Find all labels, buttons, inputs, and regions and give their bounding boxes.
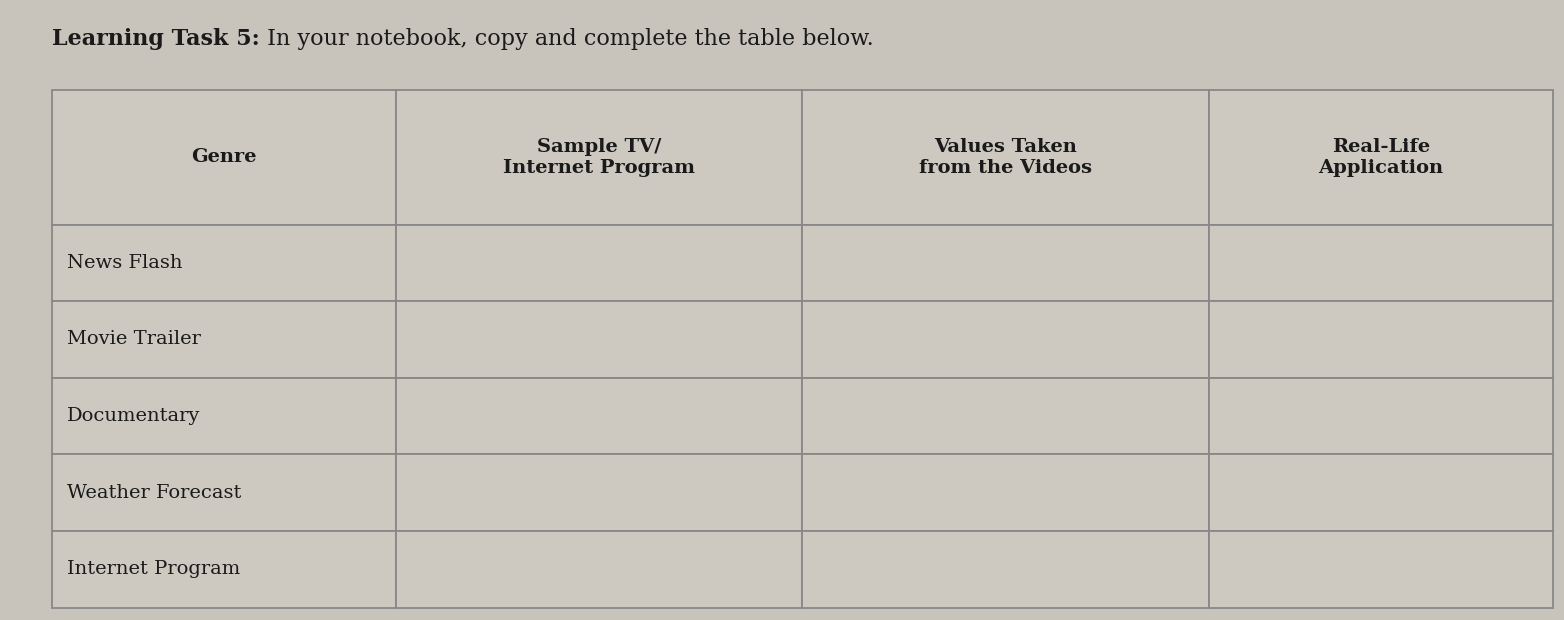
Text: Genre: Genre (191, 148, 256, 166)
Text: In your notebook, copy and complete the table below.: In your notebook, copy and complete the … (260, 28, 873, 50)
Text: Internet Program: Internet Program (67, 560, 241, 578)
Text: Learning Task 5:: Learning Task 5: (52, 28, 260, 50)
Text: Documentary: Documentary (67, 407, 200, 425)
Text: Sample TV/
Internet Program: Sample TV/ Internet Program (504, 138, 694, 177)
Text: Real-Life
Application: Real-Life Application (1318, 138, 1444, 177)
Text: News Flash: News Flash (67, 254, 183, 272)
Text: Weather Forecast: Weather Forecast (67, 484, 241, 502)
Text: Movie Trailer: Movie Trailer (67, 330, 202, 348)
Text: Values Taken
from the Videos: Values Taken from the Videos (920, 138, 1092, 177)
